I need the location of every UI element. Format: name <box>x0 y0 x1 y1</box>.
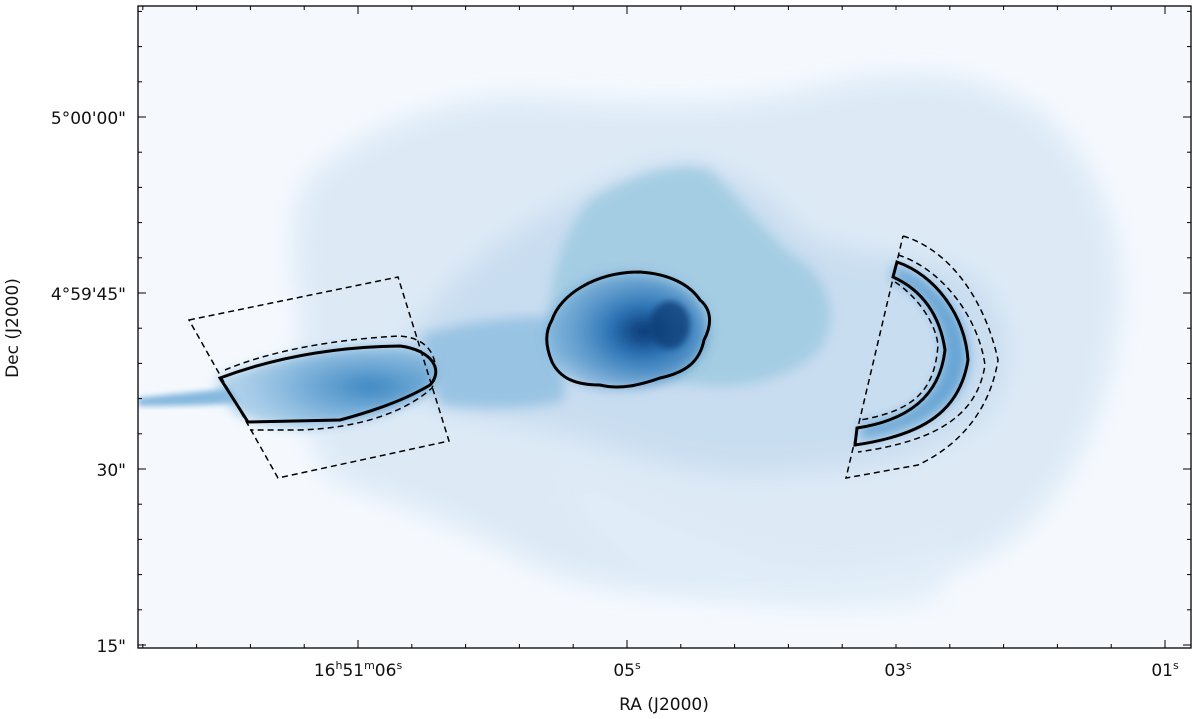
axes-frame <box>137 5 1192 649</box>
right-solid-arc[interactable] <box>853 260 970 447</box>
core-solid-contour[interactable] <box>545 270 711 389</box>
x-axis-title: RA (J2000) <box>619 695 709 715</box>
x-tick-label: 03s <box>884 659 912 681</box>
y-axis-title: Dec (J2000) <box>3 278 23 378</box>
right-inner-dashed-2 <box>859 281 939 421</box>
left-solid-contour[interactable] <box>217 344 438 424</box>
left-background-box <box>187 276 450 479</box>
x-tick-label: 16h51m06s <box>314 659 403 681</box>
x-tick-label: 01s <box>1151 659 1179 681</box>
region-contours <box>187 235 999 479</box>
left-dashed-outline <box>224 335 437 431</box>
y-tick-label: 4°59'45" <box>51 285 126 305</box>
y-tick-labels: 5°00'00" 4°59'45" 30" 15" <box>51 109 126 657</box>
x-tick-label: 05s <box>613 659 641 681</box>
tick-marks <box>138 6 1191 648</box>
right-inner-dashed <box>857 254 986 453</box>
y-tick-label: 15" <box>97 637 126 657</box>
x-tick-labels: 16h51m06s 05s 03s 01s <box>314 659 1179 681</box>
y-tick-label: 5°00'00" <box>51 109 126 129</box>
right-background-wedge <box>845 235 999 479</box>
y-tick-label: 30" <box>97 461 126 481</box>
